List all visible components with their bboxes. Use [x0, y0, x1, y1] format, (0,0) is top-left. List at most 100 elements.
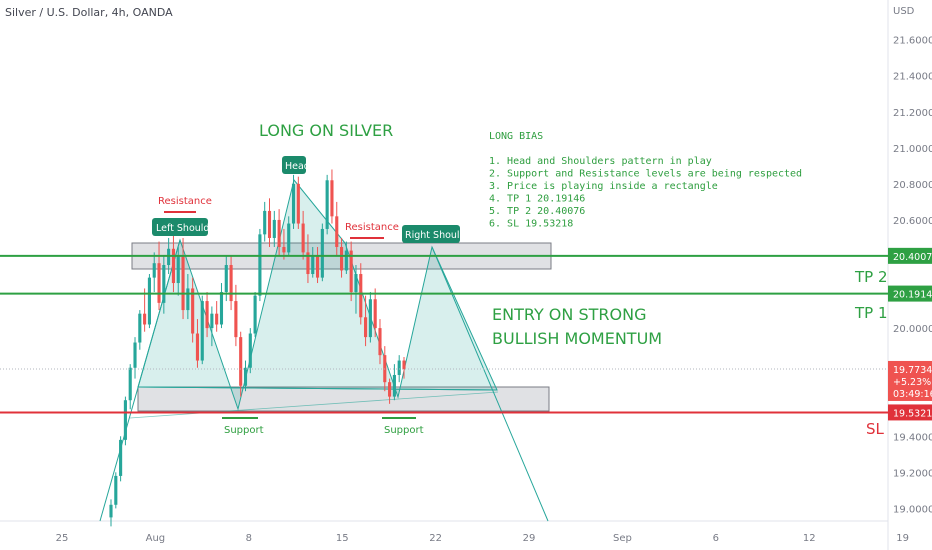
left-shoulder-badge: Left Shoulder	[152, 218, 219, 236]
bias-notes: LONG BIAS 1. Head and Shoulders pattern i…	[489, 131, 802, 230]
y-tick-label: 21.00000	[893, 144, 932, 155]
candle-body	[388, 382, 392, 397]
candle-body	[210, 313, 214, 329]
candle	[248, 328, 252, 374]
tp2-price-value: 20.40076	[893, 252, 932, 263]
candle	[205, 292, 209, 338]
current-price-tag: 19.77340 +5.23% 03:49:16	[888, 360, 932, 401]
candle-body	[258, 234, 262, 296]
pattern-left-leg	[99, 239, 181, 522]
candle-body	[162, 265, 166, 303]
candle	[133, 337, 137, 379]
candle-body	[392, 374, 396, 397]
candle-body	[133, 342, 137, 368]
candle	[162, 255, 166, 314]
candle	[339, 237, 344, 278]
candle-body	[219, 292, 224, 325]
candle-body	[191, 288, 195, 334]
candle	[277, 209, 281, 256]
candle	[320, 223, 324, 282]
candle-body	[114, 475, 118, 505]
left-shoulder-label: Left Shoulder	[156, 223, 219, 234]
y-tick-label: 20.60000	[893, 216, 932, 227]
y-tick-label: 21.40000	[893, 72, 932, 83]
y-axis-ticks: 21.60000 21.40000 21.20000 21.00000 20.80000…	[893, 36, 932, 516]
support-label-2: Support	[384, 425, 424, 436]
tp1-price-value: 20.19146	[893, 290, 932, 301]
candle	[388, 378, 392, 404]
candle	[171, 234, 176, 293]
headline-long-on-silver: LONG ON SILVER	[259, 121, 393, 140]
bias-line: 4. TP 1 20.19146	[489, 194, 585, 205]
bias-line: 3. Price is playing inside a rectangle	[489, 181, 718, 192]
candle-body	[109, 504, 113, 518]
chart-title: Silver / U.S. Dollar, 4h, OANDA	[5, 6, 173, 19]
candle	[253, 292, 257, 338]
candles	[109, 169, 406, 527]
candle	[191, 277, 195, 343]
candle	[349, 241, 353, 302]
candle	[152, 252, 156, 293]
tp1-label: TP 1	[854, 304, 888, 322]
candle-body	[143, 313, 147, 325]
candle-body	[138, 313, 142, 343]
currency-label: USD	[893, 6, 915, 17]
candle-body	[171, 248, 176, 284]
candle-body	[195, 333, 200, 361]
candle-body	[306, 252, 310, 275]
candle-body	[368, 299, 372, 338]
x-tick-label: 22	[429, 533, 442, 544]
tp2-label: TP 2	[854, 268, 888, 286]
x-tick-label: 6	[713, 533, 719, 544]
candle-body	[354, 274, 358, 293]
y-tick-label: 21.20000	[893, 108, 932, 119]
candle-body	[402, 360, 406, 370]
x-tick-label: Sep	[613, 533, 632, 544]
candle	[210, 306, 214, 347]
candle-body	[315, 255, 320, 278]
support-label-1: Support	[224, 425, 264, 436]
x-tick-label: 12	[803, 533, 816, 544]
candle	[378, 319, 382, 365]
candle-body	[263, 210, 267, 235]
candle-body	[224, 265, 228, 293]
candle-body	[248, 333, 252, 368]
candle-body	[186, 288, 190, 311]
candle-body	[200, 301, 204, 361]
bias-line: 5. TP 2 20.40076	[489, 206, 585, 217]
candle-body	[147, 277, 151, 325]
x-tick-label: 19	[896, 533, 909, 544]
sl-price-value: 19.53218	[893, 408, 932, 419]
entry-text-line-1: ENTRY ON STRONG	[492, 305, 646, 324]
candle	[215, 301, 219, 332]
right-shoulder-badge: Right Shoulder	[402, 225, 475, 243]
candle	[138, 310, 142, 350]
x-axis-ticks: 25 Aug 8 15 22 29 Sep 6 12 19	[56, 533, 909, 544]
candle	[392, 364, 396, 401]
candle-body	[157, 263, 161, 303]
candle	[258, 228, 262, 302]
entry-text-line-2: BULLISH MOMENTUM	[492, 329, 662, 348]
candle-body	[205, 301, 209, 329]
candle	[157, 241, 161, 311]
support-zone-box[interactable]	[137, 386, 550, 412]
head-badge: Head	[282, 156, 310, 174]
candle	[354, 265, 358, 314]
candle	[109, 499, 113, 527]
y-tick-label: 20.80000	[893, 180, 932, 191]
candle-body	[123, 400, 127, 440]
candle-body	[239, 337, 243, 386]
candle	[402, 356, 406, 379]
candle-body	[325, 180, 329, 229]
candle-body	[291, 183, 296, 224]
y-tick-label: 19.20000	[893, 468, 932, 479]
bias-line: 2. Support and Resistance levels are bei…	[489, 169, 802, 180]
candle	[263, 201, 267, 242]
candle	[143, 288, 147, 332]
candle	[291, 174, 296, 229]
pattern-baseline	[137, 386, 498, 391]
candle-body	[344, 250, 348, 271]
candle-body	[234, 301, 238, 338]
tp2-price-tag: 20.40076	[888, 247, 932, 264]
